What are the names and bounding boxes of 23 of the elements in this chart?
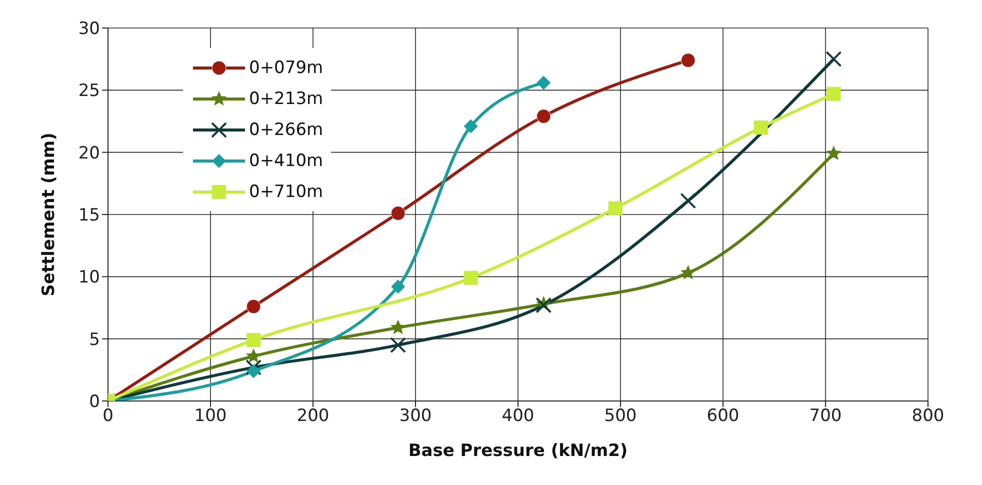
legend-label: 0+710m xyxy=(249,180,324,204)
y-tick-label: 5 xyxy=(89,330,100,350)
y-tick-label: 25 xyxy=(78,81,100,102)
x-tick-label: 500 xyxy=(604,406,637,426)
y-tick-label: 10 xyxy=(78,268,100,288)
x-tick-label: 400 xyxy=(502,406,534,426)
x-tick-label: 100 xyxy=(194,406,227,426)
legend-label: 0+079m xyxy=(249,56,324,80)
legend-label: 0+410m xyxy=(249,150,324,172)
y-tick-label: 0 xyxy=(89,392,100,412)
x-tick-label: 300 xyxy=(399,406,432,426)
x-tick-label: 200 xyxy=(296,406,330,426)
y-tick-label: 20 xyxy=(78,143,100,164)
legend-label: 0+213m xyxy=(249,88,324,110)
legend-label: 0+266m xyxy=(249,118,324,142)
x-tick-label: 600 xyxy=(706,406,740,426)
y-axis-title: Settlement (mm) xyxy=(39,132,60,296)
x-tick-label: 700 xyxy=(809,406,842,426)
x-tick-label: 800 xyxy=(912,406,944,426)
x-axis-title: Base Pressure (kN/m2) xyxy=(408,441,628,461)
x-tick-label: 0 xyxy=(102,406,114,426)
y-tick-label: 15 xyxy=(78,206,100,226)
y-tick-label: 30 xyxy=(78,19,100,40)
